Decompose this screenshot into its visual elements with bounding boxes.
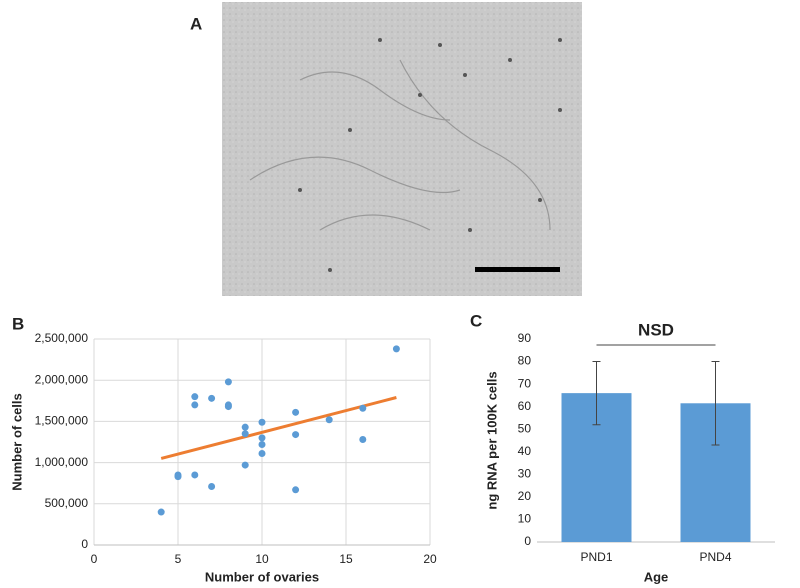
y-tick-label: 60 bbox=[518, 399, 532, 413]
panel-label: A bbox=[190, 14, 202, 33]
point bbox=[208, 482, 216, 490]
panel-label: B bbox=[12, 314, 24, 333]
y-axis-title: Number of cells bbox=[9, 393, 24, 491]
point bbox=[191, 401, 199, 409]
point bbox=[241, 461, 249, 469]
y-axis-title: ng RNA per 100K cells bbox=[484, 371, 499, 509]
y-tick-label: 20 bbox=[518, 489, 532, 503]
y-tick-label: 80 bbox=[518, 354, 532, 368]
point bbox=[359, 404, 367, 412]
scale-bar bbox=[475, 267, 560, 272]
x-tick-label: 15 bbox=[339, 552, 353, 566]
point bbox=[292, 486, 300, 494]
y-tick-label: 500,000 bbox=[45, 496, 89, 510]
y-tick-label: 70 bbox=[518, 376, 532, 390]
x-tick-label: PND4 bbox=[699, 550, 731, 564]
point bbox=[258, 440, 266, 448]
point bbox=[191, 471, 199, 479]
point bbox=[258, 418, 266, 426]
y-tick-label: 2,000,000 bbox=[35, 372, 89, 386]
annotation: NSD bbox=[638, 320, 674, 339]
point bbox=[157, 508, 165, 516]
x-tick-label: PND1 bbox=[580, 550, 612, 564]
error-bar bbox=[711, 361, 720, 446]
point bbox=[208, 394, 216, 402]
point bbox=[224, 403, 232, 411]
point bbox=[292, 431, 300, 439]
point bbox=[258, 434, 266, 442]
x-tick-label: 0 bbox=[91, 552, 98, 566]
y-tick-label: 1,000,000 bbox=[35, 455, 89, 469]
y-tick-label: 0 bbox=[81, 537, 88, 551]
y-tick-label: 1,500,000 bbox=[35, 414, 89, 428]
x-axis-title: Age bbox=[644, 569, 669, 584]
y-tick-label: 40 bbox=[518, 444, 532, 458]
point bbox=[359, 436, 367, 444]
point bbox=[325, 416, 333, 424]
trendline bbox=[160, 396, 397, 460]
y-tick-label: 90 bbox=[518, 331, 532, 345]
x-tick-label: 5 bbox=[175, 552, 182, 566]
cell-outlines bbox=[249, 59, 551, 231]
x-tick-label: 20 bbox=[423, 552, 437, 566]
x-tick-label: 10 bbox=[255, 552, 269, 566]
cell-debris bbox=[298, 38, 562, 272]
panel-label: C bbox=[470, 311, 482, 330]
point bbox=[392, 345, 400, 353]
y-tick-label: 10 bbox=[518, 512, 532, 526]
point bbox=[224, 378, 232, 386]
y-tick-label: 30 bbox=[518, 467, 532, 481]
x-axis-title: Number of ovaries bbox=[205, 569, 319, 584]
point bbox=[191, 393, 199, 401]
y-tick-label: 50 bbox=[518, 421, 532, 435]
y-tick-label: 2,500,000 bbox=[35, 331, 89, 345]
point bbox=[174, 473, 182, 481]
point bbox=[258, 450, 266, 458]
y-tick-label: 0 bbox=[524, 534, 531, 548]
point bbox=[292, 408, 300, 416]
point bbox=[241, 423, 249, 431]
micrograph bbox=[222, 2, 582, 296]
error-bar bbox=[592, 361, 601, 426]
point bbox=[241, 430, 249, 438]
